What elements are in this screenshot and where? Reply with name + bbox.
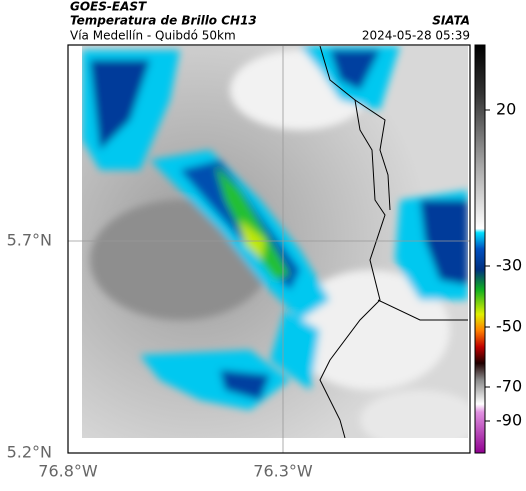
colorbar-label: -90 xyxy=(496,411,522,430)
lat-label: 5.2°N xyxy=(7,443,52,462)
lon-label: 76.8°W xyxy=(38,462,98,481)
colorbar-label: -70 xyxy=(496,377,522,396)
header-timestamp: 2024-05-28 05:39 xyxy=(362,29,470,43)
colorbar-label: -30 xyxy=(496,256,522,275)
colorbar-ticks: 20 -30 -50 -70 -90 xyxy=(485,100,522,430)
colorbar-label: 20 xyxy=(496,100,516,119)
header-source: SIATA xyxy=(432,14,470,28)
colorbar xyxy=(474,44,486,454)
header-subtitle: Temperatura de Brillo CH13 xyxy=(70,14,257,28)
satellite-image xyxy=(82,46,468,438)
lat-label: 5.7°N xyxy=(7,231,52,250)
header-title: GOES-EAST xyxy=(70,0,147,14)
colorbar-label: -50 xyxy=(496,317,522,336)
lon-label: 76.3°W xyxy=(253,462,313,481)
map-frame xyxy=(67,44,471,454)
header-region: Vía Medellín - Quibdó 50km xyxy=(70,29,236,43)
